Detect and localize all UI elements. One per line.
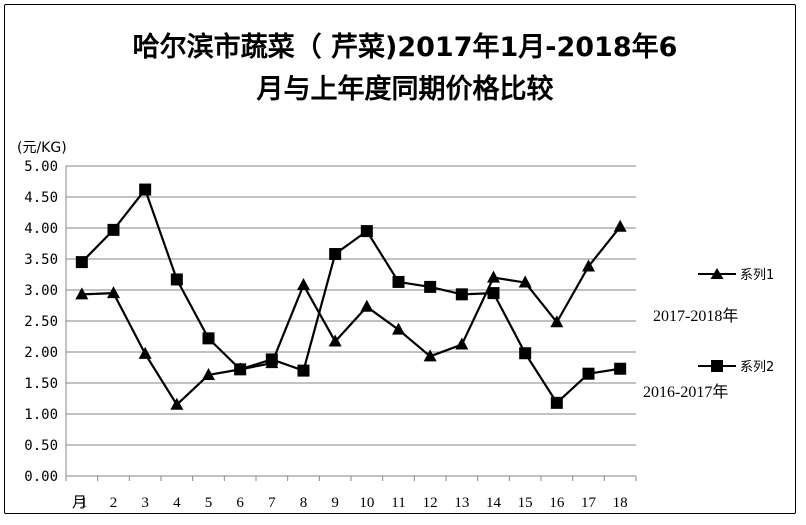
x-axis-ticks: 月 1 2 3 4 5 6 7 8 9 10 11 12 13 14 15 16 17 18	[72, 495, 628, 511]
series-1-point	[75, 287, 89, 300]
y-tick-label: 1.00	[24, 407, 58, 423]
series-1-point	[550, 315, 564, 328]
y-tick-label: 0.00	[24, 469, 58, 485]
series2-period-note: 2016-2017年	[643, 383, 728, 401]
x-tick-label: 10	[359, 495, 374, 511]
series-2-point	[139, 183, 152, 196]
series-2-point	[170, 273, 183, 286]
x-axis-prefix: 月	[72, 495, 87, 511]
series-2-point	[392, 275, 405, 288]
series-2-point	[614, 362, 627, 375]
series-2-point	[234, 363, 247, 376]
x-tick-label: 8	[300, 495, 308, 511]
legend-label-series2: 系列2	[740, 360, 774, 375]
series-layer	[75, 183, 627, 410]
x-tick-label: 9	[331, 495, 339, 511]
series-1-point	[582, 259, 595, 272]
series-2-point	[107, 223, 120, 236]
series-2-point	[329, 248, 342, 261]
x-tick-label: 2	[110, 495, 118, 511]
series-2-point	[360, 225, 373, 238]
series-1-point	[392, 322, 405, 335]
series-1-point	[455, 337, 469, 350]
y-tick-label: 2.50	[24, 314, 58, 330]
series-1-point	[487, 270, 500, 283]
series-2-point	[455, 288, 468, 301]
series-2-point	[265, 353, 278, 366]
chart-title-line-2: 月与上年度同期价格比较	[256, 73, 554, 105]
series-1-point	[107, 286, 120, 299]
axes	[65, 166, 637, 481]
x-tick-label: 11	[391, 495, 405, 511]
legend-item-series1: 系列1	[698, 268, 774, 283]
y-tick-label: 4.00	[24, 221, 58, 237]
x-tick-label: 6	[236, 495, 244, 511]
y-tick-label: 0.50	[24, 438, 58, 454]
legend-item-series2: 系列2	[698, 360, 774, 375]
series-1-point	[138, 346, 152, 359]
chart-title-line-1: 哈尔滨市蔬菜（ 芹菜)2017年1月-2018年6	[133, 31, 678, 63]
legend-triangle-marker	[710, 268, 724, 279]
x-tick-label: 5	[205, 495, 213, 511]
series-2-point	[487, 287, 500, 300]
series-2-point	[519, 347, 532, 360]
series-1-point	[328, 334, 342, 347]
series-2-point	[202, 332, 215, 345]
series-1-line	[81, 226, 622, 406]
series-1-point	[360, 299, 374, 312]
x-tick-label: 7	[268, 495, 276, 511]
x-tick-label: 4	[173, 495, 181, 511]
y-tick-label: 4.50	[24, 190, 58, 206]
series-2-point	[424, 280, 437, 293]
series-2-point	[75, 256, 88, 269]
x-tick-label: 17	[581, 495, 597, 511]
y-tick-label: 5.00	[24, 159, 58, 175]
series-1-point	[297, 278, 310, 291]
y-tick-label: 2.00	[24, 345, 58, 361]
legend: 系列1 2017-2018年 系列2 2016-2017年	[643, 268, 774, 401]
x-tick-label: 3	[141, 495, 149, 511]
chart-frame	[4, 4, 796, 514]
legend-square-marker	[711, 360, 723, 372]
x-tick-label: 14	[486, 495, 502, 511]
y-axis-ticks: 0.00 0.50 1.00 1.50 2.00 2.50 3.00 3.50 4.00 4.50…	[24, 159, 58, 485]
grid-lines	[66, 165, 636, 446]
legend-label-series1: 系列1	[740, 268, 774, 283]
x-tick-label: 15	[518, 495, 533, 511]
series-1-point	[518, 275, 532, 288]
y-axis-unit: (元/KG)	[17, 140, 67, 156]
series-2-point	[582, 367, 595, 380]
series-2-point	[297, 364, 310, 377]
y-tick-label: 3.00	[24, 283, 58, 299]
series-1-point	[202, 367, 215, 380]
series-2-point	[550, 396, 563, 409]
x-tick-label: 16	[549, 495, 565, 511]
y-tick-label: 3.50	[24, 252, 58, 268]
y-tick-label: 1.50	[24, 376, 58, 392]
series-2	[75, 183, 627, 409]
series-1-point	[170, 397, 184, 410]
series-1-point	[613, 219, 627, 232]
x-tick-label: 18	[613, 495, 628, 511]
x-tick-label: 1	[80, 495, 88, 511]
x-tick-label: 13	[454, 495, 469, 511]
x-tick-label: 12	[423, 495, 438, 511]
series1-period-note: 2017-2018年	[653, 307, 738, 325]
series-2-line	[81, 188, 621, 404]
series-1-point	[423, 349, 437, 362]
